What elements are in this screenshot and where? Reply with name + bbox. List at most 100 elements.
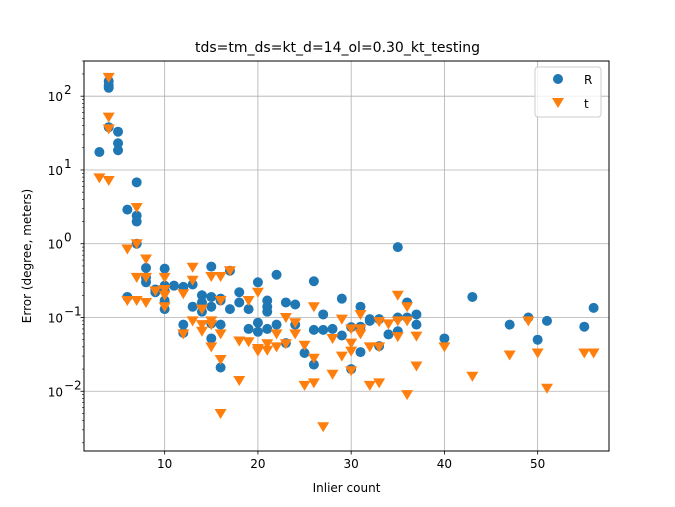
point-t <box>140 272 153 283</box>
point-R <box>243 323 254 334</box>
point-R <box>383 329 394 340</box>
point-t <box>298 340 311 351</box>
point-t <box>326 333 339 344</box>
data-points <box>93 72 600 433</box>
point-R <box>252 317 263 328</box>
point-t <box>205 342 218 353</box>
point-t <box>130 202 143 213</box>
point-R <box>252 277 263 288</box>
y-tick-label: 10 <box>48 164 63 178</box>
point-t <box>373 378 386 389</box>
point-t <box>391 332 404 343</box>
point-R <box>122 204 133 215</box>
point-t <box>186 316 199 327</box>
point-t <box>270 329 283 340</box>
point-R <box>187 301 198 312</box>
point-t <box>130 239 143 250</box>
point-R <box>532 334 543 345</box>
point-t <box>307 302 320 313</box>
point-R <box>234 297 245 308</box>
point-R <box>262 323 273 334</box>
point-R <box>318 309 329 320</box>
point-t <box>251 346 264 357</box>
point-R <box>327 323 338 334</box>
point-t <box>270 342 283 353</box>
legend-box <box>534 66 602 118</box>
point-R <box>252 326 263 337</box>
point-R <box>336 330 347 341</box>
point-t <box>130 272 143 283</box>
point-t <box>121 244 134 255</box>
point-t <box>438 342 451 353</box>
point-t <box>102 72 115 83</box>
point-R <box>271 269 282 280</box>
y-tick-label: 10 <box>48 385 63 399</box>
point-R <box>364 315 375 326</box>
point-t <box>326 369 339 380</box>
y-axis-label: Error (degree, meters) <box>20 189 34 323</box>
point-R <box>308 324 319 335</box>
point-R <box>355 347 366 358</box>
point-t <box>158 302 171 313</box>
point-R <box>141 262 152 273</box>
point-t <box>345 366 358 377</box>
point-R <box>411 319 422 330</box>
point-R <box>541 315 552 326</box>
point-t <box>195 320 208 331</box>
point-t <box>214 329 227 340</box>
point-t <box>149 286 162 297</box>
point-t <box>587 348 600 359</box>
point-t <box>373 317 386 328</box>
x-tick-label: 30 <box>344 457 359 471</box>
point-t <box>158 272 171 283</box>
point-R <box>178 319 189 330</box>
point-t <box>363 380 376 391</box>
x-tick-label: 10 <box>157 457 172 471</box>
point-t <box>335 351 348 362</box>
point-R <box>411 309 422 320</box>
point-t <box>531 348 544 359</box>
point-R <box>290 299 301 310</box>
point-t <box>391 316 404 327</box>
point-t <box>242 296 255 306</box>
point-t <box>186 275 199 286</box>
y-tick-label: 10 <box>48 90 63 104</box>
x-tick-label: 40 <box>437 457 452 471</box>
point-t <box>205 320 218 331</box>
point-t <box>307 378 320 389</box>
legend-label-t: t <box>584 97 589 111</box>
y-tick-exponent: 1 <box>64 157 72 171</box>
point-t <box>522 316 535 327</box>
point-R <box>588 302 599 313</box>
point-t <box>410 361 423 372</box>
point-R <box>94 147 105 158</box>
point-R <box>392 242 403 253</box>
legend-label-R: R <box>584 73 592 87</box>
point-t <box>177 289 190 300</box>
point-t <box>345 324 358 335</box>
point-R <box>206 333 217 344</box>
x-axis-label: Inlier count <box>313 481 381 495</box>
legend-marker-t <box>552 98 564 108</box>
point-t <box>298 380 311 391</box>
point-t <box>307 353 320 364</box>
point-t <box>578 348 591 359</box>
point-R <box>439 333 450 344</box>
point-t <box>345 346 358 357</box>
point-R <box>355 301 366 312</box>
point-R <box>504 319 515 330</box>
point-t <box>373 342 386 353</box>
point-t <box>289 318 302 329</box>
legend-marker-R <box>553 74 563 84</box>
point-R <box>299 348 310 359</box>
x-tick-label: 20 <box>250 457 265 471</box>
point-t <box>102 112 115 123</box>
point-R <box>336 293 347 304</box>
point-t <box>345 338 358 349</box>
point-t <box>140 297 153 308</box>
point-R <box>159 263 170 274</box>
point-t <box>242 337 255 348</box>
point-t <box>195 326 208 337</box>
